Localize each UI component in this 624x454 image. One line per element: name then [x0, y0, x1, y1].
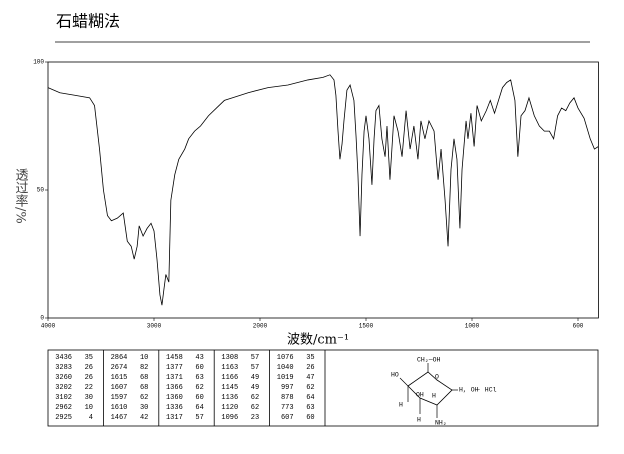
- peak-wavenumber: 3283: [55, 364, 72, 372]
- peak-wavenumber: 3436: [55, 354, 72, 362]
- peak-transmittance: 60: [195, 394, 203, 402]
- peak-wavenumber: 997: [281, 384, 294, 392]
- x-tick-label: 4000: [41, 323, 56, 330]
- peak-transmittance: 26: [306, 364, 314, 372]
- peak-transmittance: 35: [306, 354, 314, 362]
- structure: CH₂—OH HO O H OH H H H, OH · HCl NH₂: [391, 357, 497, 427]
- peak-transmittance: 47: [306, 374, 314, 382]
- peak-transmittance: 82: [140, 364, 148, 372]
- peak-wavenumber: 1166: [221, 374, 238, 382]
- y-tick-label: 100: [33, 59, 44, 66]
- x-tick-label: 600: [573, 323, 584, 330]
- peak-wavenumber: 1163: [221, 364, 238, 372]
- peak-wavenumber: 1040: [277, 364, 294, 372]
- peak-transmittance: 30: [85, 394, 93, 402]
- peak-wavenumber: 3102: [55, 394, 72, 402]
- peak-wavenumber: 1076: [277, 354, 294, 362]
- peak-transmittance: 42: [140, 414, 148, 422]
- peak-transmittance: 68: [140, 374, 148, 382]
- peak-transmittance: 30: [140, 404, 148, 412]
- peak-transmittance: 62: [306, 384, 314, 392]
- peak-wavenumber: 3202: [55, 384, 72, 392]
- structure-label: H, OH: [459, 387, 479, 394]
- plot-frame: [47, 61, 599, 319]
- peak-wavenumber: 607: [281, 414, 294, 422]
- structure-label: H: [432, 393, 436, 400]
- peak-wavenumber: 1467: [111, 414, 128, 422]
- peak-transmittance: 43: [195, 354, 203, 362]
- peak-transmittance: 10: [140, 354, 148, 362]
- x-tick-label: 1500: [359, 323, 374, 330]
- peak-wavenumber: 1136: [221, 394, 238, 402]
- spectrum-line: [47, 74, 599, 306]
- peak-wavenumber: 1336: [166, 404, 183, 412]
- peak-transmittance: 57: [251, 364, 259, 372]
- peak-transmittance: 26: [85, 364, 93, 372]
- peak-wavenumber: 2925: [55, 414, 72, 422]
- x-tick-label: 2000: [253, 323, 268, 330]
- peak-transmittance: 68: [140, 384, 148, 392]
- peak-transmittance: 57: [251, 354, 259, 362]
- x-tick-label: 3000: [147, 323, 162, 330]
- peak-transmittance: 62: [195, 384, 203, 392]
- peak-transmittance: 57: [195, 414, 203, 422]
- peak-transmittance: 64: [306, 394, 314, 402]
- peak-transmittance: 22: [85, 384, 93, 392]
- peak-transmittance: 23: [251, 414, 259, 422]
- peak-transmittance: 4: [89, 414, 93, 422]
- y-tick-label: 50: [37, 187, 45, 194]
- peak-wavenumber: 2674: [111, 364, 128, 372]
- peak-wavenumber: 1366: [166, 384, 183, 392]
- peak-wavenumber: 1610: [111, 404, 128, 412]
- peak-transmittance: 60: [306, 414, 314, 422]
- peak-transmittance: 35: [85, 354, 93, 362]
- peak-wavenumber: 1019: [277, 374, 294, 382]
- structure-label: H: [417, 417, 421, 424]
- x-axis-label: 波数/cm⁻¹: [287, 333, 349, 348]
- peak-transmittance: 49: [251, 374, 259, 382]
- peak-transmittance: 26: [85, 374, 93, 382]
- structure-label: HO: [391, 372, 399, 379]
- peak-wavenumber: 3260: [55, 374, 72, 382]
- peak-transmittance: 62: [140, 394, 148, 402]
- peak-transmittance: 63: [306, 404, 314, 412]
- structure-label: OH: [416, 392, 424, 399]
- peak-transmittance: 60: [195, 364, 203, 372]
- peak-wavenumber: 1145: [221, 384, 238, 392]
- peak-wavenumber: 1360: [166, 394, 183, 402]
- peak-wavenumber: 1607: [111, 384, 128, 392]
- peak-wavenumber: 2962: [55, 404, 72, 412]
- x-tick-label: 1000: [465, 323, 480, 330]
- peak-wavenumber: 1615: [111, 374, 128, 382]
- peak-wavenumber: 1317: [166, 414, 183, 422]
- peak-wavenumber: 878: [281, 394, 294, 402]
- peak-wavenumber: 1597: [111, 394, 128, 402]
- page-title: 石蜡糊法: [56, 12, 120, 31]
- peak-transmittance: 64: [195, 404, 203, 412]
- peak-wavenumber: 1120: [221, 404, 238, 412]
- peak-wavenumber: 773: [281, 404, 294, 412]
- peak-transmittance: 49: [251, 384, 259, 392]
- peak-transmittance: 10: [85, 404, 93, 412]
- structure-label: · HCl: [477, 387, 497, 394]
- peak-transmittance: 63: [195, 374, 203, 382]
- peak-wavenumber: 1377: [166, 364, 183, 372]
- peak-wavenumber: 1371: [166, 374, 183, 382]
- peak-transmittance: 62: [251, 394, 259, 402]
- peak-wavenumber: 2864: [111, 354, 128, 362]
- structure-label: CH₂—OH: [417, 357, 441, 364]
- peak-wavenumber: 1308: [221, 354, 238, 362]
- y-tick-label: 0: [40, 315, 44, 322]
- peak-wavenumber: 1458: [166, 354, 183, 362]
- peak-wavenumber: 1096: [221, 414, 238, 422]
- peak-table: 3436 35 3283 26 3260 26 3202 22 3102 30 2962 10 2925…: [47, 349, 599, 427]
- peak-transmittance: 62: [251, 404, 259, 412]
- structure-label: O: [435, 374, 439, 381]
- structure-label: H: [399, 402, 403, 409]
- structure-label: NH₂: [435, 420, 447, 427]
- y-axis-label: 透过率/%: [13, 168, 29, 224]
